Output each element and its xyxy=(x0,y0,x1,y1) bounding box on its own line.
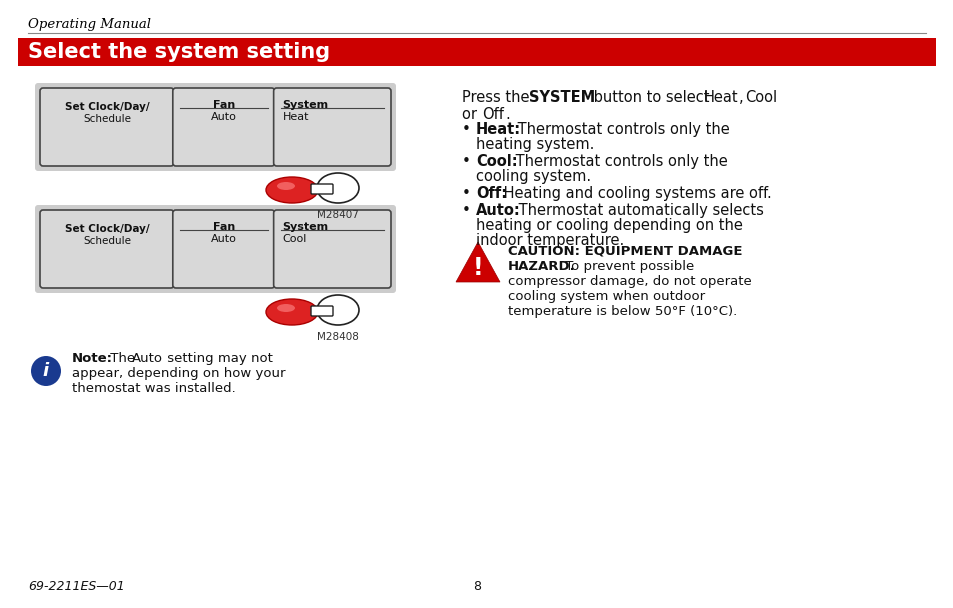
FancyBboxPatch shape xyxy=(40,210,173,288)
Text: setting may not: setting may not xyxy=(163,352,273,365)
Text: To prevent possible: To prevent possible xyxy=(560,260,694,273)
Text: Auto: Auto xyxy=(211,112,236,122)
FancyBboxPatch shape xyxy=(40,88,173,166)
FancyBboxPatch shape xyxy=(274,88,391,166)
Text: Off:: Off: xyxy=(476,186,507,201)
Ellipse shape xyxy=(266,177,317,203)
Text: appear, depending on how your: appear, depending on how your xyxy=(71,367,285,380)
Text: themostat was installed.: themostat was installed. xyxy=(71,382,235,395)
Text: Auto:: Auto: xyxy=(476,203,520,218)
Text: Select the system setting: Select the system setting xyxy=(28,42,330,62)
Text: •: • xyxy=(461,186,471,201)
Text: •: • xyxy=(461,122,471,137)
Ellipse shape xyxy=(266,299,317,325)
Text: Off: Off xyxy=(481,107,503,122)
Text: SYSTEM: SYSTEM xyxy=(529,90,595,105)
Text: HAZARD.: HAZARD. xyxy=(507,260,576,273)
FancyBboxPatch shape xyxy=(172,210,274,288)
Text: Cool: Cool xyxy=(282,234,307,244)
Text: System: System xyxy=(282,100,329,110)
FancyBboxPatch shape xyxy=(172,88,274,166)
Text: cooling system when outdoor: cooling system when outdoor xyxy=(507,290,704,303)
Text: Thermostat controls only the: Thermostat controls only the xyxy=(511,154,727,169)
Text: Schedule: Schedule xyxy=(83,236,131,246)
Text: ,: , xyxy=(739,90,747,105)
Text: Fan: Fan xyxy=(213,100,234,110)
Ellipse shape xyxy=(316,295,358,325)
FancyBboxPatch shape xyxy=(35,205,395,293)
Ellipse shape xyxy=(276,304,294,312)
Text: i: i xyxy=(43,362,49,380)
Text: M28408: M28408 xyxy=(316,332,358,342)
Text: Set Clock/Day/: Set Clock/Day/ xyxy=(65,224,149,234)
FancyBboxPatch shape xyxy=(311,306,333,316)
Circle shape xyxy=(30,356,61,386)
Text: System: System xyxy=(282,222,329,232)
Text: Auto: Auto xyxy=(132,352,163,365)
Text: Auto: Auto xyxy=(211,234,236,244)
Text: CAUTION: EQUIPMENT DAMAGE: CAUTION: EQUIPMENT DAMAGE xyxy=(507,245,741,258)
Text: 69-2211ES—01: 69-2211ES—01 xyxy=(28,580,125,593)
Text: Schedule: Schedule xyxy=(83,114,131,124)
Text: Heat: Heat xyxy=(282,112,309,122)
Text: indoor temperature.: indoor temperature. xyxy=(476,233,623,248)
Text: •: • xyxy=(461,154,471,169)
Text: heating system.: heating system. xyxy=(476,137,594,152)
Text: •: • xyxy=(461,203,471,218)
Text: or: or xyxy=(461,107,481,122)
Text: Fan: Fan xyxy=(213,222,234,232)
Text: Heat:: Heat: xyxy=(476,122,520,137)
Text: Thermostat automatically selects: Thermostat automatically selects xyxy=(514,203,763,218)
Text: The: The xyxy=(106,352,139,365)
Text: heating or cooling depending on the: heating or cooling depending on the xyxy=(476,218,742,233)
Ellipse shape xyxy=(276,182,294,190)
Text: 8: 8 xyxy=(473,580,480,593)
Polygon shape xyxy=(456,242,499,282)
Text: Operating Manual: Operating Manual xyxy=(28,18,151,31)
Text: Set Clock/Day/: Set Clock/Day/ xyxy=(65,102,149,112)
Text: Cool: Cool xyxy=(744,90,777,105)
Text: .: . xyxy=(504,107,509,122)
Text: temperature is below 50°F (10°C).: temperature is below 50°F (10°C). xyxy=(507,305,737,318)
FancyBboxPatch shape xyxy=(18,38,935,66)
Text: cooling system.: cooling system. xyxy=(476,169,591,184)
Text: !: ! xyxy=(472,256,483,280)
Text: compressor damage, do not operate: compressor damage, do not operate xyxy=(507,275,751,288)
Text: Note:: Note: xyxy=(71,352,112,365)
Text: Cool:: Cool: xyxy=(476,154,517,169)
Text: Press the: Press the xyxy=(461,90,534,105)
Text: Heat: Heat xyxy=(703,90,738,105)
Text: Thermostat controls only the: Thermostat controls only the xyxy=(513,122,729,137)
Text: button to select: button to select xyxy=(588,90,714,105)
Ellipse shape xyxy=(316,173,358,203)
FancyBboxPatch shape xyxy=(35,83,395,171)
FancyBboxPatch shape xyxy=(274,210,391,288)
Text: M28407: M28407 xyxy=(316,210,358,220)
FancyBboxPatch shape xyxy=(311,184,333,194)
Text: Heating and cooling systems are off.: Heating and cooling systems are off. xyxy=(498,186,771,201)
